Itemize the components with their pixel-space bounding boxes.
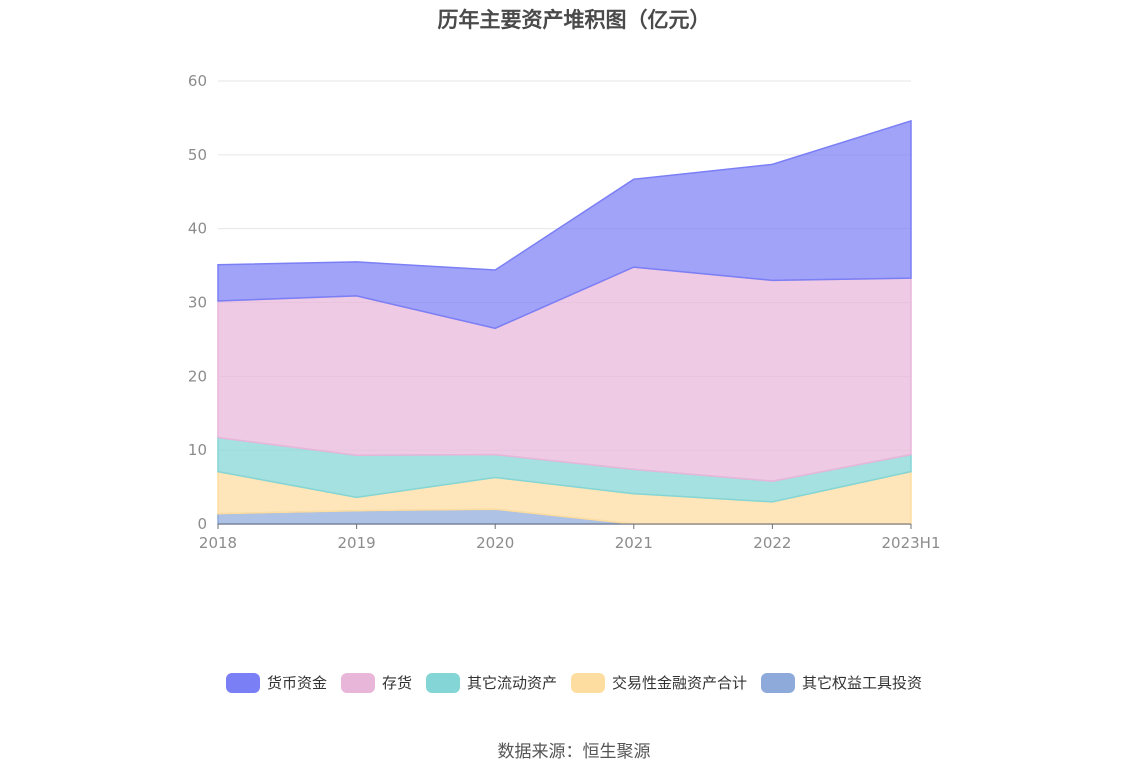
legend-swatch: [761, 672, 796, 693]
legend-item[interactable]: 交易性金融资产合计: [571, 672, 747, 693]
legend-swatch: [571, 672, 605, 693]
area-series-layer: [217, 119, 912, 525]
legend-item[interactable]: 货币资金: [225, 672, 327, 693]
legend-label: 其它流动资产: [466, 674, 557, 692]
y-tick-label: 40: [188, 220, 207, 238]
legend-item[interactable]: 其它流动资产: [425, 672, 557, 693]
y-tick-label: 50: [188, 146, 207, 164]
y-tick-label: 20: [188, 367, 207, 385]
y-tick-label: 30: [188, 294, 207, 312]
y-tick-label: 10: [188, 441, 207, 459]
source-note: 数据来源：恒生聚源: [497, 742, 651, 762]
x-tick-label: 2018: [199, 534, 237, 552]
y-tick-label: 60: [188, 72, 207, 90]
legend: 货币资金 存货 其它流动资产 交易性金融资产合计 其它权益工具投资: [0, 672, 1148, 693]
axes: 0 10 20 30 40 50 60 2018 2019 2020 2021 2022 2023H1: [188, 72, 941, 552]
x-tick-label: 2019: [338, 534, 376, 552]
legend-label: 货币资金: [266, 674, 327, 692]
legend-swatch: [340, 672, 375, 693]
x-tick-label: 2021: [615, 534, 653, 552]
area-series: [217, 266, 912, 482]
legend-label: 交易性金融资产合计: [612, 674, 748, 692]
legend-label: 存货: [381, 674, 412, 692]
legend-swatch: [425, 672, 460, 693]
legend-item[interactable]: 存货: [340, 672, 412, 693]
legend-label: 其它权益工具投资: [802, 674, 923, 692]
x-tick-label: 2020: [476, 534, 514, 552]
x-tick-label: 2023H1: [882, 534, 941, 552]
legend-swatch: [225, 672, 260, 693]
area-series: [217, 119, 912, 330]
y-tick-label: 0: [197, 515, 207, 533]
legend-item[interactable]: 其它权益工具投资: [761, 672, 922, 693]
x-tick-label: 2022: [753, 534, 791, 552]
chart-title: 历年主要资产堆积图（亿元）: [437, 8, 711, 32]
